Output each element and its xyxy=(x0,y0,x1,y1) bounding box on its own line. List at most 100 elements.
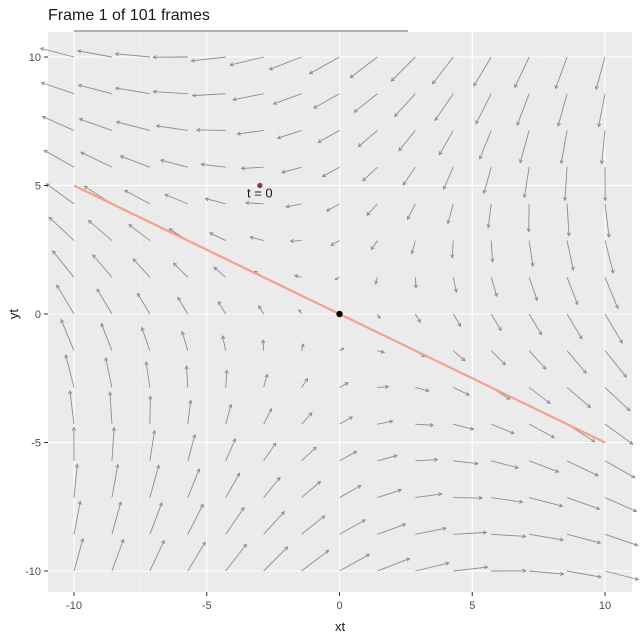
field-arrow-shaft xyxy=(438,130,454,155)
field-arrow xyxy=(152,89,188,95)
field-arrow xyxy=(604,423,634,445)
field-arrow xyxy=(490,277,498,298)
field-arrow xyxy=(377,454,398,462)
field-arrow-shaft xyxy=(77,50,113,58)
field-arrow xyxy=(377,313,381,319)
x-axis-title: xt xyxy=(335,619,346,634)
field-arrow xyxy=(225,472,241,498)
field-arrow-head xyxy=(52,250,57,255)
field-arrow-shaft xyxy=(233,93,264,101)
field-arrow-head xyxy=(446,219,451,225)
field-arrow-head xyxy=(285,204,290,209)
field-arrow xyxy=(398,130,416,152)
field-arrow-shaft xyxy=(187,434,196,461)
field-arrow xyxy=(528,350,547,370)
field-arrow-shaft xyxy=(529,570,564,575)
field-arrow-head xyxy=(438,151,443,156)
field-arrow-shaft xyxy=(116,121,150,131)
field-arrow-head xyxy=(268,66,274,71)
field-arrow xyxy=(528,277,539,302)
field-arrow-head xyxy=(619,339,623,344)
field-arrow-head xyxy=(80,151,85,156)
field-arrow-head xyxy=(74,463,80,468)
field-arrow-head xyxy=(204,197,210,202)
field-arrow xyxy=(482,167,492,195)
y-tick-label: 5 xyxy=(35,181,41,193)
field-arrow-head xyxy=(276,476,281,481)
field-arrow-shaft xyxy=(111,501,122,535)
field-arrow xyxy=(263,442,277,462)
field-arrow xyxy=(453,423,475,431)
field-arrow xyxy=(41,115,75,131)
field-arrow xyxy=(415,386,430,393)
field-arrow xyxy=(191,93,226,98)
field-arrow-head xyxy=(177,296,182,301)
field-arrow xyxy=(149,502,163,535)
field-arrow-head xyxy=(261,339,266,344)
field-arrow-shaft xyxy=(491,533,526,537)
plot-title: Frame 1 of 101 frames xyxy=(48,7,210,24)
field-arrow-head xyxy=(353,108,358,113)
field-arrow-shaft xyxy=(149,502,163,535)
field-arrow-head xyxy=(71,426,76,431)
field-arrow xyxy=(187,399,193,425)
field-arrow xyxy=(556,93,568,127)
field-arrow-head xyxy=(115,463,120,469)
field-arrow-head xyxy=(518,499,524,504)
field-arrow xyxy=(232,93,264,102)
field-arrow xyxy=(172,262,189,278)
field-arrow-shaft xyxy=(339,485,362,498)
field-arrow xyxy=(594,56,606,91)
field-arrow-head xyxy=(560,571,565,577)
field-arrow-shaft xyxy=(377,558,410,572)
field-arrow-head xyxy=(56,284,60,289)
field-arrow-shaft xyxy=(313,93,340,109)
field-arrow-head xyxy=(249,235,254,240)
field-arrow-head xyxy=(201,541,206,546)
field-arrow-head xyxy=(518,159,523,164)
field-arrow-shaft xyxy=(362,166,378,182)
field-arrow xyxy=(80,151,113,168)
field-arrow-head xyxy=(137,292,141,297)
field-arrow-shaft xyxy=(149,465,160,498)
field-arrow-head xyxy=(229,62,234,67)
field-arrow xyxy=(73,463,80,498)
field-arrow xyxy=(187,468,201,498)
field-arrow-head xyxy=(114,86,120,91)
field-arrow-shaft xyxy=(263,374,268,388)
field-arrow-head xyxy=(39,47,45,52)
field-arrow-head xyxy=(293,274,299,279)
field-arrow xyxy=(114,86,150,95)
field-arrow xyxy=(281,166,302,174)
field-arrow-head xyxy=(224,369,229,374)
field-arrow xyxy=(402,166,416,186)
field-arrow-head xyxy=(361,519,366,524)
field-arrow-shaft xyxy=(560,130,568,164)
field-arrow xyxy=(258,304,265,315)
field-arrow-shaft xyxy=(366,203,378,216)
field-arrow-head xyxy=(272,442,277,447)
field-arrow-head xyxy=(578,335,583,340)
field-arrow xyxy=(300,343,305,351)
field-arrow-shaft xyxy=(564,167,568,201)
field-arrow-head xyxy=(321,173,326,178)
field-arrow-head xyxy=(196,468,201,473)
field-arrow-head xyxy=(77,49,82,54)
field-arrow-shaft xyxy=(192,93,226,97)
field-arrow-head xyxy=(161,539,165,545)
field-arrow xyxy=(285,203,302,209)
field-arrow-head xyxy=(494,292,498,298)
field-arrow-head xyxy=(390,77,395,82)
y-axis-title: yt xyxy=(6,309,21,320)
field-arrow-shaft xyxy=(528,313,542,335)
field-arrow xyxy=(298,309,302,315)
field-arrow-shaft xyxy=(137,293,151,315)
field-arrow xyxy=(339,553,371,572)
field-arrow xyxy=(349,56,378,79)
field-arrow-shaft xyxy=(566,570,602,578)
field-arrow-head xyxy=(132,258,137,263)
field-arrow xyxy=(518,130,530,164)
field-arrow-shaft xyxy=(452,350,466,362)
field-arrow xyxy=(92,254,113,278)
field-arrow-shaft xyxy=(88,220,113,241)
